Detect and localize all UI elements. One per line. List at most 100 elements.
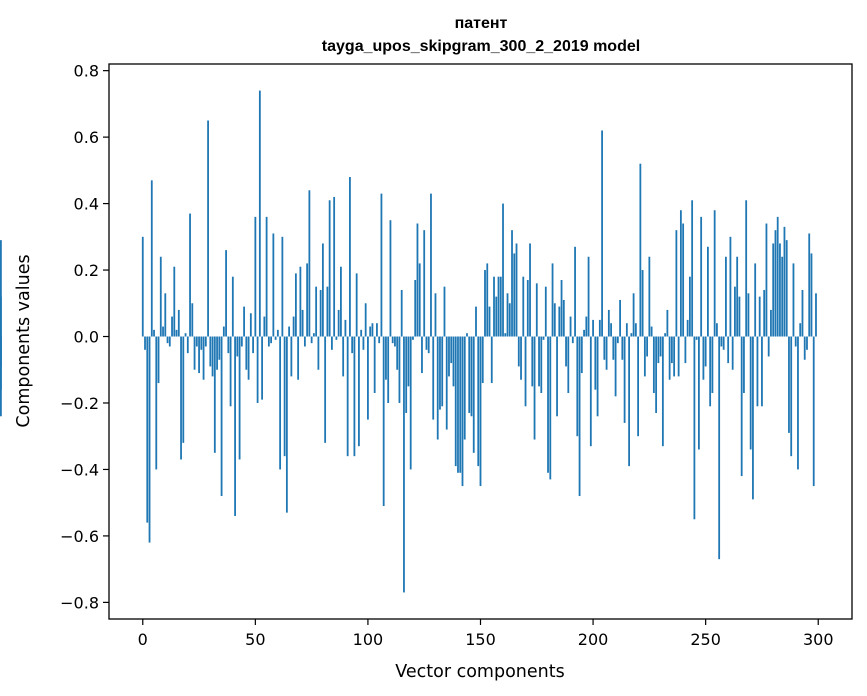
bar <box>159 256 162 337</box>
bar <box>292 316 295 337</box>
bar <box>344 319 347 337</box>
bar <box>454 336 457 467</box>
bar <box>148 336 151 543</box>
bar <box>166 336 169 344</box>
bar <box>475 306 477 337</box>
bar <box>580 336 583 374</box>
bar <box>466 333 468 337</box>
bar <box>794 336 797 347</box>
bar <box>470 336 473 417</box>
bar <box>378 336 381 344</box>
bar <box>713 210 716 337</box>
bar <box>331 336 333 350</box>
bar <box>698 336 700 450</box>
bar <box>772 243 775 337</box>
bar <box>376 323 378 337</box>
chart-subtitle: tayga_upos_skipgram_300_2_2019 model <box>322 38 640 55</box>
bar <box>297 336 300 380</box>
bar <box>385 336 387 380</box>
bar <box>677 336 680 377</box>
bar <box>421 336 423 374</box>
bar <box>396 336 399 370</box>
bar <box>668 336 671 380</box>
bar <box>423 230 426 337</box>
bar <box>803 336 806 360</box>
bar <box>222 326 225 337</box>
bar <box>213 336 216 453</box>
x-tick-label: 300 <box>803 630 834 649</box>
bar <box>303 336 306 347</box>
bar <box>547 336 549 473</box>
bar <box>290 336 293 377</box>
bar <box>457 336 459 473</box>
bar <box>168 336 171 347</box>
bar <box>391 336 394 344</box>
bar <box>729 236 732 337</box>
bar <box>317 336 320 370</box>
bar <box>321 243 324 337</box>
y-tick-label: 0.6 <box>74 128 99 147</box>
bar <box>276 329 279 337</box>
y-tick-label: 0.8 <box>74 62 99 81</box>
bar <box>765 223 768 337</box>
bar <box>441 336 444 407</box>
bar <box>340 266 342 337</box>
bar <box>452 336 455 387</box>
bar <box>362 336 365 350</box>
bar <box>502 203 504 337</box>
bar <box>558 306 561 337</box>
bar <box>301 309 304 337</box>
bar <box>673 336 676 377</box>
bar <box>337 309 340 337</box>
x-tick-label: 0 <box>138 630 148 649</box>
bar <box>810 253 813 337</box>
bar <box>589 336 592 447</box>
bar <box>243 306 245 337</box>
bar <box>200 336 203 350</box>
bar <box>650 326 653 337</box>
bar <box>792 263 795 337</box>
bar <box>484 270 486 337</box>
bar <box>207 120 209 337</box>
bar <box>643 336 646 377</box>
bar <box>587 256 590 337</box>
bar <box>511 230 513 337</box>
bar <box>0 240 2 337</box>
y-tick-label: 0.4 <box>74 195 99 214</box>
bar <box>407 336 410 387</box>
bar <box>718 336 721 560</box>
bar <box>707 246 709 337</box>
bar <box>439 336 441 410</box>
bar <box>355 273 358 337</box>
bar <box>319 289 322 337</box>
bar <box>240 336 243 347</box>
bar <box>247 336 250 380</box>
bar <box>416 223 419 337</box>
bar <box>186 336 189 354</box>
bar <box>164 293 167 337</box>
bar <box>220 336 223 497</box>
bar <box>324 336 327 443</box>
bar <box>682 223 685 337</box>
bar <box>686 319 689 337</box>
bar <box>461 336 464 487</box>
bar <box>285 336 288 513</box>
bar <box>551 263 554 337</box>
bar <box>387 336 390 403</box>
bar <box>155 336 158 470</box>
bar <box>524 336 527 407</box>
y-tick-label: 0.2 <box>74 261 99 280</box>
bar <box>403 336 405 593</box>
bar <box>141 236 144 337</box>
x-ticks-group: 0 50 100 150 200 250 300 <box>138 619 834 649</box>
bar <box>774 230 777 337</box>
bar <box>736 256 739 337</box>
bar <box>382 336 385 506</box>
bar <box>294 273 297 337</box>
bar <box>274 336 277 340</box>
bar <box>481 336 484 384</box>
bar <box>258 90 261 337</box>
bar <box>657 336 660 364</box>
bar <box>770 309 772 337</box>
bar <box>270 336 273 344</box>
